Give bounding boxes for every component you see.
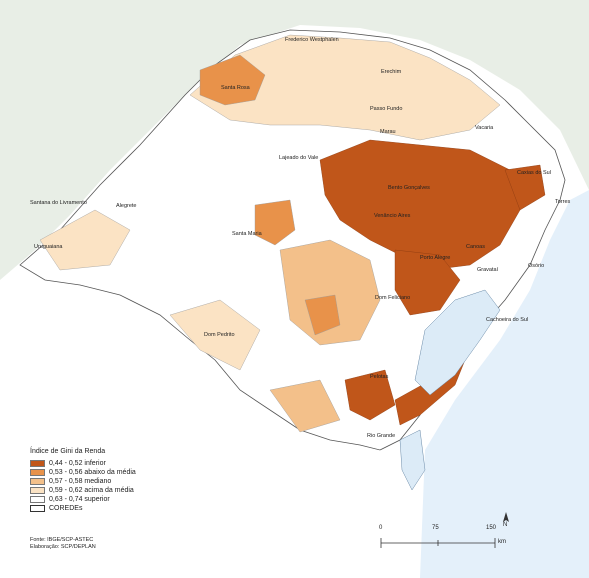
region-south-orange [344, 369, 396, 421]
lagoa-dos-patos [414, 289, 501, 396]
region-northwest-orange [199, 54, 266, 106]
scale-tick-label: 0 [379, 525, 383, 531]
legend-label: COREDEs [49, 505, 83, 512]
legend-label: 0,59 - 0,62 acima da média [49, 487, 134, 494]
city-label-osorio: Osório [528, 263, 545, 269]
legend-item: 0,53 - 0,56 abaixo da média [30, 468, 230, 477]
city-label-dom-pedrito: Dom Pedrito [204, 332, 235, 338]
city-label-dom-feliciano: Dom Feliciano [375, 295, 411, 301]
region-dom-feliciano [304, 294, 341, 336]
city-label-caxias-do-sul: Caxias do Sul [517, 170, 551, 176]
map-source: Fonte: IBGE/SCP-ASTEC Elaboração: SCP/DE… [30, 537, 96, 551]
legend-label: 0,44 - 0,52 inferior [49, 460, 106, 467]
legend-item: 0,57 - 0,58 mediano [30, 477, 230, 486]
city-label-santa-maria: Santa Maria [232, 231, 262, 237]
scale-tick-label: 75 [432, 525, 439, 531]
scale-tick-label: 150 [486, 525, 497, 531]
city-label-uruguaiana: Uruguaiana [34, 244, 63, 250]
legend-item: 0,44 - 0,52 inferior [30, 459, 230, 468]
region-west-light [39, 209, 131, 271]
region-south-light [269, 379, 341, 433]
source-line: Fonte: IBGE/SCP-ASTEC [30, 537, 94, 543]
legend-label: 0,53 - 0,56 abaixo da média [49, 469, 136, 476]
city-label-passo-fundo: Passo Fundo [370, 106, 403, 112]
city-label-venancio-aires: Venâncio Aires [374, 213, 411, 219]
region-central-light [279, 239, 381, 346]
lagoa-mirim [399, 429, 426, 491]
city-label-pelotas: Pelotas [370, 374, 389, 380]
legend-item: 0,59 - 0,62 acima da média [30, 486, 230, 495]
legend-label: 0,57 - 0,58 mediano [49, 478, 112, 485]
region-east-orange [504, 164, 546, 211]
city-label-gravatai: Gravataí [477, 267, 499, 273]
city-label-frederico-westphalen: Frederico Westphalen [285, 37, 339, 43]
region-north [189, 34, 501, 141]
legend-item: COREDEs [30, 504, 230, 513]
scale-labels: 0 75 150 km [378, 525, 508, 555]
legend-swatch [30, 460, 45, 467]
neighbour-territory [0, 0, 589, 280]
city-label-torres: Torres [555, 199, 571, 205]
legend-title: Índice de Gini da Renda [30, 448, 106, 455]
map-legend: Índice de Gini da Renda 0,44 - 0,52 infe… [30, 448, 230, 513]
city-label-canoas: Canoas [466, 244, 485, 250]
ocean [420, 190, 589, 578]
legend-swatch [30, 505, 45, 512]
city-label-vacaria: Vacaria [475, 125, 494, 131]
city-label-bento-goncalves: Bento Gonçalves [388, 185, 430, 191]
legend-label: 0,63 - 0,74 superior [49, 496, 110, 503]
legend-swatch [30, 496, 45, 503]
scale-bar [380, 538, 496, 548]
region-southwest-light [169, 299, 261, 371]
city-label-cachoeira-do-sul: Cachoeira do Sul [486, 317, 529, 323]
legend-swatch [30, 487, 45, 494]
region-santa-maria [254, 199, 296, 246]
city-label-santa-rosa: Santa Rosa [221, 85, 250, 91]
north-arrow [503, 512, 509, 522]
city-label-lajeado-do-vale: Lajeado do Vale [279, 155, 319, 161]
legend-swatch [30, 469, 45, 476]
north-label: N [503, 522, 508, 528]
city-label-santana-do-livramento: Santana do Livramento [30, 200, 87, 206]
source-line: Elaboração: SCP/DEPLAN [30, 544, 96, 550]
city-label-porto-alegre: Porto Alegre [420, 255, 451, 261]
city-label-alegrete: Alegrete [116, 203, 137, 209]
region-serra-light [394, 249, 461, 316]
legend-item: 0,63 - 0,74 superior [30, 495, 230, 504]
city-label-rio-grande: Rio Grande [367, 433, 396, 439]
region-serra [319, 139, 521, 271]
legend-swatch [30, 478, 45, 485]
city-label-marau: Marau [380, 129, 396, 135]
scale-unit: km [498, 539, 506, 545]
city-label-erechim: Erechim [381, 69, 402, 75]
